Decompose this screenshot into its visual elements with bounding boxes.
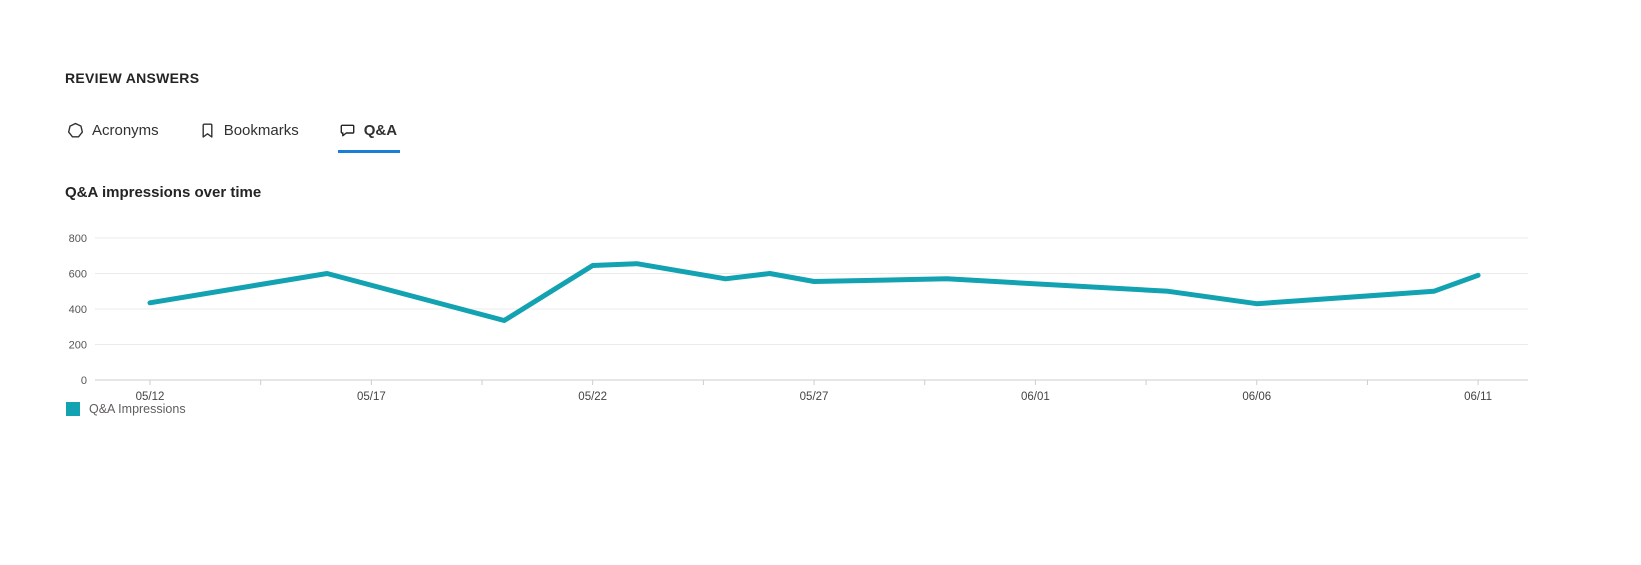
tab-qna[interactable]: Q&A — [337, 119, 401, 153]
chart-legend: Q&A Impressions — [66, 402, 186, 416]
acronym-heptagon-icon — [67, 122, 84, 138]
tab-bookmarks-label: Bookmarks — [223, 122, 299, 139]
qna-impressions-chart: 0 200 400 600 800 05/12 05/17 05/22 05/27 06/01 06… — [69, 233, 1528, 403]
chart-area: 0 200 400 600 800 05/12 05/17 05/22 05/27 06/01 06… — [60, 212, 1540, 408]
y-axis-tick-label: 0 — [81, 375, 87, 387]
x-axis-tick-label: 05/27 — [800, 391, 829, 403]
y-axis-tick-label: 200 — [69, 340, 87, 352]
x-axis-tick-label: 05/12 — [136, 391, 165, 403]
x-axis-tick-label: 06/06 — [1242, 391, 1271, 403]
chart-title: Q&A impressions over time — [65, 184, 262, 201]
tab-bookmarks[interactable]: Bookmarks — [198, 119, 302, 153]
x-axis-tick-label: 05/17 — [357, 391, 386, 403]
tab-acronyms-label: Acronyms — [92, 122, 159, 139]
legend-swatch-qna-impressions — [66, 402, 80, 416]
tab-acronyms[interactable]: Acronyms — [66, 119, 162, 153]
chat-bubble-icon — [340, 124, 355, 137]
x-axis-tick-label: 06/11 — [1464, 391, 1492, 403]
x-axis-tick-label: 05/22 — [578, 391, 607, 403]
y-axis-tick-label: 400 — [69, 304, 87, 316]
page-title: REVIEW ANSWERS — [65, 70, 200, 86]
x-axis-tick-label: 06/01 — [1021, 391, 1050, 403]
answers-tab-bar: Acronyms Bookmarks Q&A — [66, 119, 401, 153]
y-axis-tick-label: 800 — [69, 233, 87, 245]
legend-label: Q&A Impressions — [89, 402, 186, 416]
bookmark-icon — [202, 123, 213, 138]
qna-impressions-line — [147, 261, 1481, 323]
y-axis-tick-label: 600 — [69, 269, 87, 281]
tab-qna-label: Q&A — [363, 122, 398, 139]
